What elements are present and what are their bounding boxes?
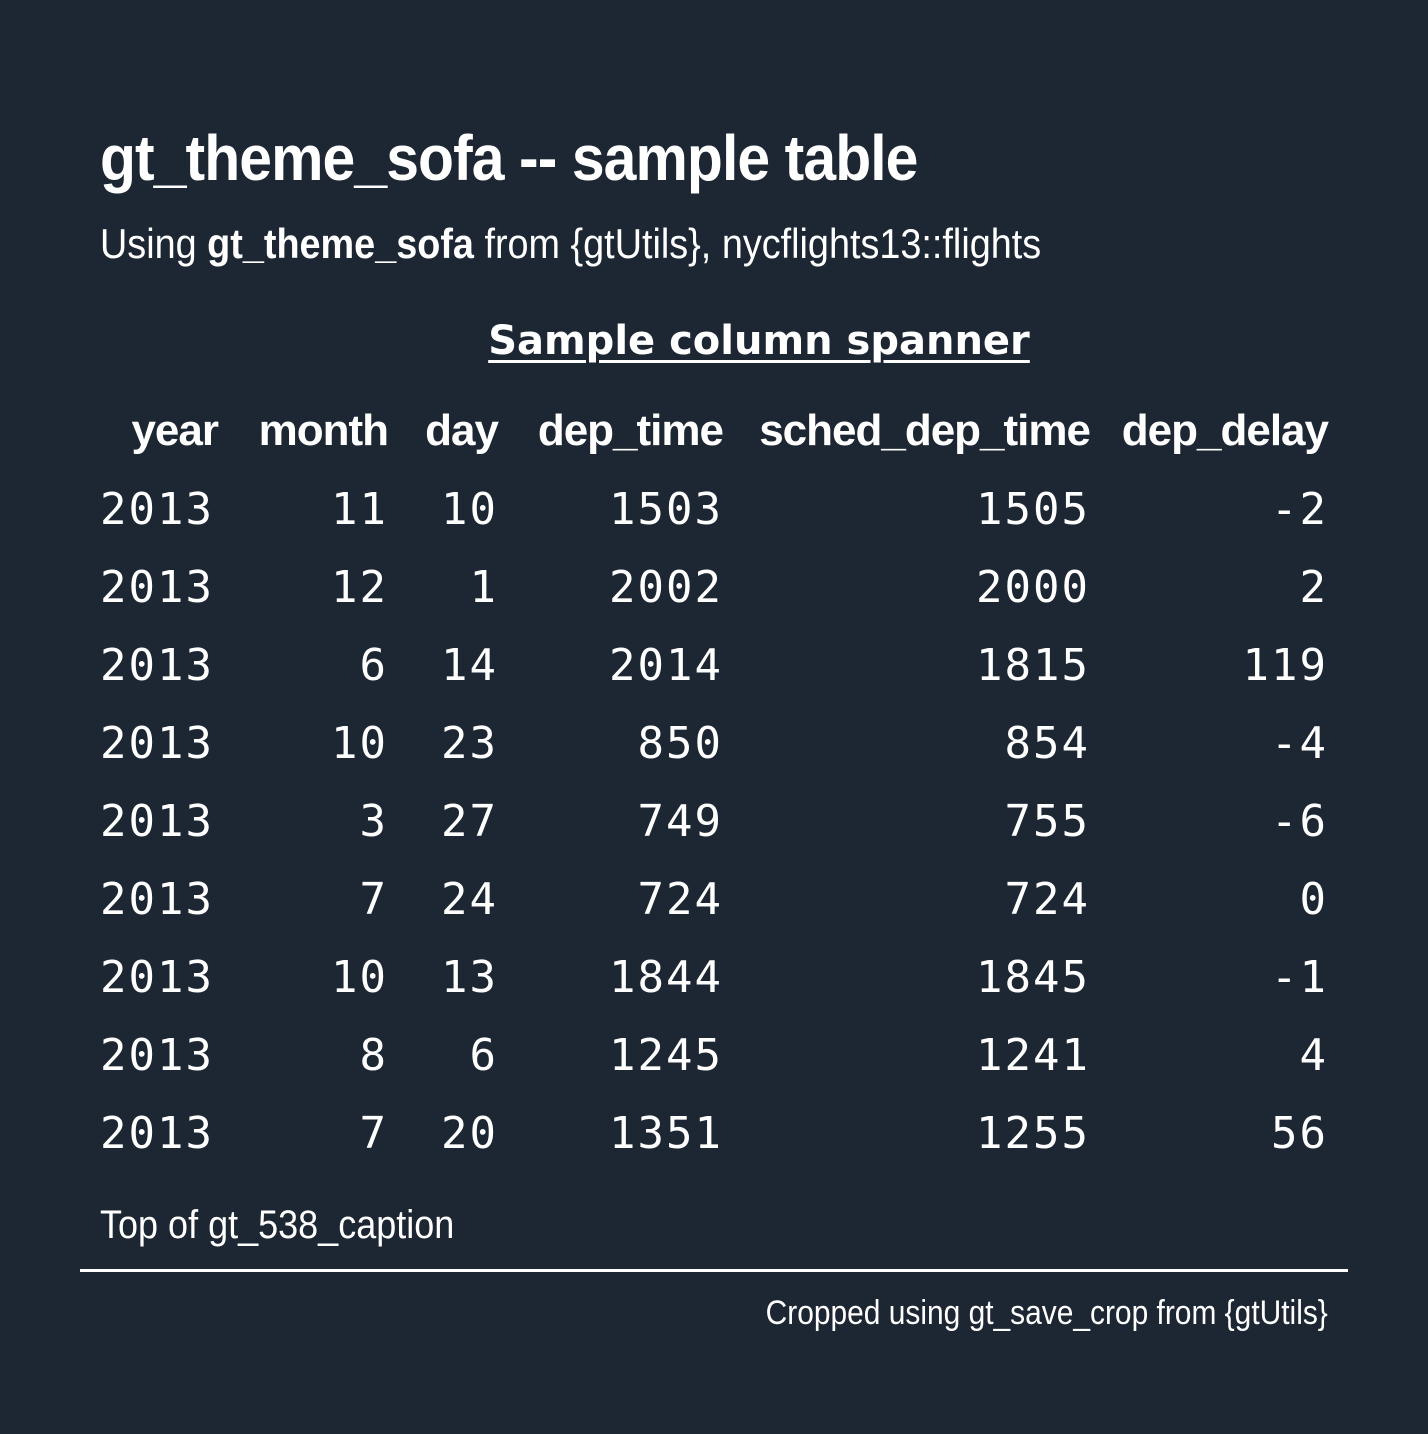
column-spanner: Sample column spanner <box>488 318 1030 364</box>
cell-sched-dep-time: 1815 <box>976 639 1090 691</box>
column-header-dep-delay: dep_delay <box>1121 406 1329 455</box>
table-row: 2013 10 13 1844 1845 -1 <box>100 938 1328 1016</box>
cell-month: 7 <box>359 1107 388 1159</box>
cell-year: 2013 <box>100 951 214 1003</box>
cell-day: 13 <box>441 951 498 1003</box>
data-table: year month day dep_time sched_dep_time d… <box>100 392 1329 1172</box>
cell-month: 12 <box>331 561 388 613</box>
cell-year: 2013 <box>100 639 214 691</box>
cell-sched-dep-time: 1845 <box>976 951 1090 1003</box>
table-row: 2013 7 24 724 724 0 <box>100 860 1328 938</box>
cell-dep-delay: 119 <box>1242 639 1328 691</box>
cell-dep-delay: -4 <box>1271 717 1328 769</box>
source-note: Cropped using gt_save_crop from {gtUtils… <box>765 1294 1328 1332</box>
cell-month: 8 <box>359 1029 388 1081</box>
cell-year: 2013 <box>100 795 214 847</box>
cell-year: 2013 <box>100 1107 214 1159</box>
cell-dep-time: 1844 <box>609 951 723 1003</box>
cell-day: 6 <box>469 1029 498 1081</box>
column-header-dep-time: dep_time <box>537 406 724 455</box>
cell-month: 11 <box>331 483 388 535</box>
cell-dep-time: 724 <box>637 873 723 925</box>
table-row: 2013 11 10 1503 1505 -2 <box>100 470 1328 548</box>
cell-dep-delay: 2 <box>1299 561 1328 613</box>
subtitle-prefix: Using <box>100 220 208 267</box>
cell-month: 6 <box>359 639 388 691</box>
cell-sched-dep-time: 1505 <box>976 483 1090 535</box>
cell-day: 27 <box>441 795 498 847</box>
cell-sched-dep-time: 2000 <box>976 561 1090 613</box>
cell-sched-dep-time: 724 <box>1004 873 1090 925</box>
cell-dep-delay: 4 <box>1299 1029 1328 1081</box>
cell-month: 7 <box>359 873 388 925</box>
cell-year: 2013 <box>100 483 214 535</box>
cell-dep-time: 850 <box>637 717 723 769</box>
cell-dep-delay: -1 <box>1271 951 1328 1003</box>
table-row: 2013 8 6 1245 1241 4 <box>100 1016 1328 1094</box>
cell-sched-dep-time: 1241 <box>976 1029 1090 1081</box>
cell-dep-delay: -2 <box>1271 483 1328 535</box>
cell-day: 20 <box>441 1107 498 1159</box>
subtitle-bold: gt_theme_sofa <box>207 220 474 267</box>
table-row: 2013 3 27 749 755 -6 <box>100 782 1328 860</box>
cell-day: 1 <box>469 561 498 613</box>
cell-dep-time: 2002 <box>609 561 723 613</box>
footer-divider <box>80 1269 1348 1272</box>
cell-year: 2013 <box>100 873 214 925</box>
cell-year: 2013 <box>100 717 214 769</box>
cell-dep-time: 749 <box>637 795 723 847</box>
cell-dep-time: 1503 <box>609 483 723 535</box>
cell-year: 2013 <box>100 1029 214 1081</box>
table-row: 2013 7 20 1351 1255 56 <box>100 1094 1328 1172</box>
cell-day: 10 <box>441 483 498 535</box>
cell-dep-delay: 0 <box>1299 873 1328 925</box>
header-row: year month day dep_time sched_dep_time d… <box>100 392 1329 470</box>
cell-dep-delay: -6 <box>1271 795 1328 847</box>
subtitle-suffix: from {gtUtils}, nycflights13::flights <box>473 220 1042 267</box>
cell-sched-dep-time: 755 <box>1004 795 1090 847</box>
table-caption: Top of gt_538_caption <box>100 1203 455 1247</box>
column-header-day: day <box>425 406 499 455</box>
table-subtitle: Using gt_theme_sofa from {gtUtils}, nycf… <box>100 218 1041 270</box>
cell-year: 2013 <box>100 561 214 613</box>
cell-dep-time: 1351 <box>609 1107 723 1159</box>
cell-dep-time: 2014 <box>609 639 723 691</box>
cell-dep-time: 1245 <box>609 1029 723 1081</box>
cell-day: 14 <box>441 639 498 691</box>
column-header-year: year <box>131 406 219 455</box>
cell-dep-delay: 56 <box>1271 1107 1328 1159</box>
cell-month: 3 <box>359 795 388 847</box>
table-row: 2013 10 23 850 854 -4 <box>100 704 1328 782</box>
table-row: 2013 12 1 2002 2000 2 <box>100 548 1328 626</box>
cell-month: 10 <box>331 951 388 1003</box>
column-header-sched-dep-time: sched_dep_time <box>759 406 1091 455</box>
cell-day: 23 <box>441 717 498 769</box>
table-title: gt_theme_sofa -- sample table <box>100 122 918 194</box>
cell-sched-dep-time: 854 <box>1004 717 1090 769</box>
cell-day: 24 <box>441 873 498 925</box>
cell-sched-dep-time: 1255 <box>976 1107 1090 1159</box>
column-header-month: month <box>258 406 389 455</box>
table-row: 2013 6 14 2014 1815 119 <box>100 626 1328 704</box>
cell-month: 10 <box>331 717 388 769</box>
